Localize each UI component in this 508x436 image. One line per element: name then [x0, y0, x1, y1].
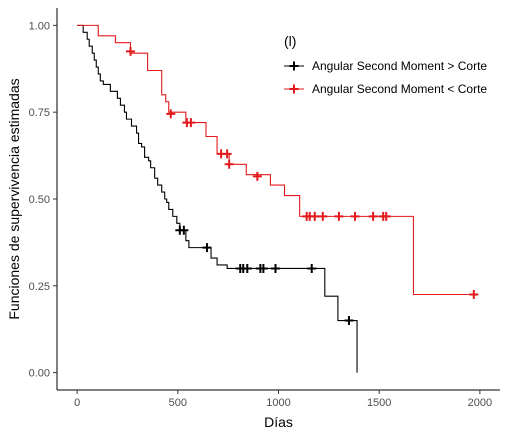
- y-tick-label-2: 0.50: [29, 194, 50, 206]
- x-tick-label-1000: 1000: [266, 397, 290, 409]
- legend-label-below-corte: Angular Second Moment < Corte: [312, 82, 487, 96]
- censor-marks-angular-second-moment-lt-corte: [125, 46, 479, 299]
- censor-mark-angular-second-moment-lt-corte-7: [252, 171, 262, 181]
- y-tick-label-0: 0.00: [29, 368, 50, 380]
- legend: (l) Angular Second Moment > Corte Angula…: [284, 33, 487, 96]
- censor-mark-angular-second-moment-lt-corte-10: [310, 211, 320, 221]
- censor-mark-angular-second-moment-lt-corte-13: [350, 211, 360, 221]
- censor-mark-angular-second-moment-lt-corte-5: [222, 149, 232, 159]
- censor-mark-angular-second-moment-lt-corte-16: [381, 211, 391, 221]
- censor-mark-angular-second-moment-gt-corte-7: [258, 263, 268, 273]
- censor-mark-angular-second-moment-gt-corte-2: [202, 243, 212, 253]
- censor-mark-angular-second-moment-lt-corte-1: [166, 109, 176, 119]
- censor-mark-angular-second-moment-gt-corte-1: [179, 225, 189, 235]
- censor-mark-angular-second-moment-gt-corte-10: [344, 316, 354, 326]
- plot-area: [77, 24, 479, 373]
- censor-mark-angular-second-moment-lt-corte-17: [469, 290, 479, 299]
- censor-mark-angular-second-moment-lt-corte-14: [368, 211, 378, 221]
- x-tick-label-2000: 2000: [468, 397, 492, 409]
- legend-label-above-corte: Angular Second Moment > Corte: [312, 59, 487, 73]
- y-ticks: 0.00 0.25 0.50 0.75 1.00: [29, 20, 57, 380]
- legend-key-mark-angular-second-moment-lt-corte: [289, 84, 299, 94]
- legend-key-mark-angular-second-moment-gt-corte: [289, 61, 299, 71]
- censor-mark-angular-second-moment-lt-corte-0: [125, 46, 135, 56]
- legend-item-below-corte: Angular Second Moment < Corte: [284, 82, 487, 96]
- censor-mark-angular-second-moment-gt-corte-5: [242, 263, 252, 273]
- censor-mark-angular-second-moment-lt-corte-3: [186, 118, 196, 128]
- axes: 0 500 1000 1500 2000 0.00 0.25 0.50 0.75 1.00: [29, 8, 500, 409]
- censor-mark-angular-second-moment-gt-corte-9: [307, 263, 317, 273]
- censor-mark-angular-second-moment-gt-corte-8: [270, 263, 280, 273]
- censor-marks-angular-second-moment-gt-corte: [175, 225, 354, 326]
- x-tick-label-0: 0: [74, 397, 80, 409]
- x-tick-label-500: 500: [169, 397, 187, 409]
- y-tick-label-1: 0.25: [29, 281, 50, 293]
- x-tick-label-1500: 1500: [367, 397, 391, 409]
- legend-title: (l): [284, 33, 296, 49]
- series-line-angular-second-moment-gt-corte: [77, 24, 358, 373]
- censor-mark-angular-second-moment-lt-corte-6: [224, 159, 234, 169]
- y-tick-label-3: 0.75: [29, 107, 50, 119]
- censor-mark-angular-second-moment-lt-corte-11: [318, 211, 328, 221]
- legend-item-above-corte: Angular Second Moment > Corte: [284, 59, 487, 73]
- x-ticks: 0 500 1000 1500 2000: [74, 390, 492, 409]
- y-axis-title: Funciones de supervivencia estimadas: [6, 78, 22, 319]
- x-axis-title: Días: [264, 414, 293, 430]
- censor-mark-angular-second-moment-lt-corte-12: [334, 211, 344, 221]
- y-tick-label-4: 1.00: [29, 20, 50, 32]
